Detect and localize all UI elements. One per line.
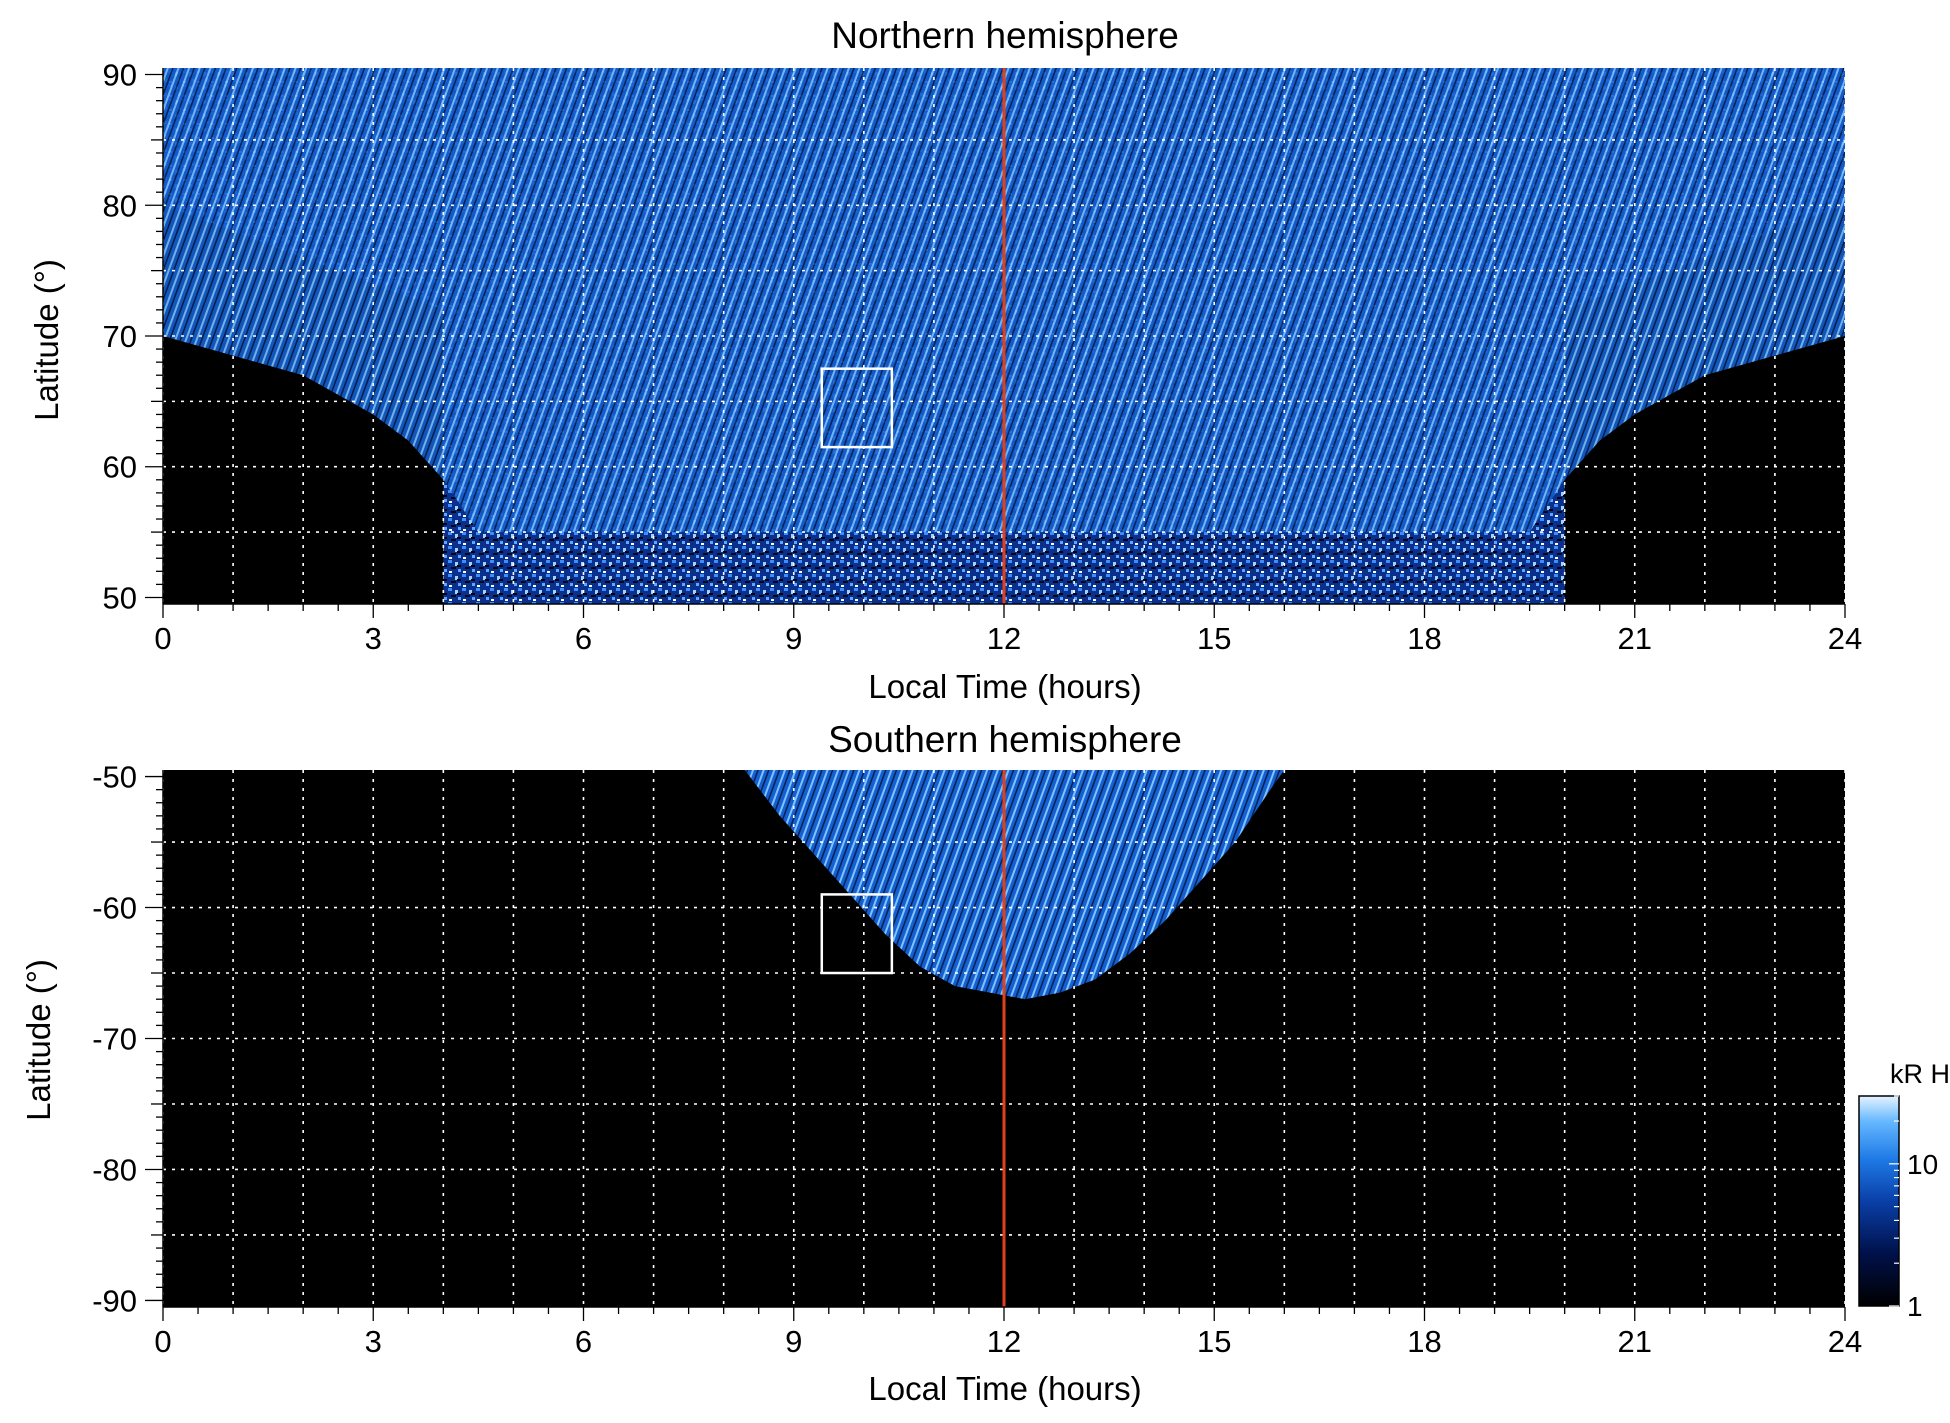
x-tick-label: 3: [365, 1324, 382, 1359]
x-tick-label: 6: [575, 1324, 592, 1359]
x-tick-label: 3: [365, 621, 382, 656]
x-tick-label: 12: [987, 1324, 1021, 1359]
x-tick-label: 24: [1828, 621, 1862, 656]
x-tick-label: 0: [154, 1324, 171, 1359]
y-tick-label: 50: [103, 580, 137, 615]
northern-y-ticks: 50 60 70 80 90: [103, 58, 164, 615]
southern-region-box: [820, 893, 894, 975]
southern-panel: Southern hemisphere 0 3 6 9 12 15 18 21 24 -50 -6…: [20, 719, 1862, 1407]
northern-grid: [163, 68, 1845, 604]
southern-ylabel: Latitude (°): [20, 959, 57, 1121]
x-tick-label: 0: [154, 621, 171, 656]
southern-xlabel: Local Time (hours): [868, 1370, 1141, 1407]
northern-panel: Northern hemisphere 0 3 6 9 12 15 18 21 24 50 60 7…: [28, 15, 1862, 705]
southern-x-ticks: 0 3 6 9 12 15 18 21 24: [154, 1306, 1862, 1359]
y-tick-label: -50: [92, 760, 137, 795]
x-tick-label: 9: [785, 1324, 802, 1359]
colorbar: kR H₂ 10 1: [1858, 1059, 1950, 1322]
southern-auroral-coverage: [744, 770, 1285, 1000]
x-tick-label: 15: [1197, 621, 1231, 656]
northern-ylabel: Latitude (°): [28, 259, 65, 421]
colorbar-ticks: 10 1: [1889, 1095, 1938, 1322]
colorbar-tick-label: 1: [1907, 1291, 1923, 1322]
northern-x-ticks: 0 3 6 9 12 15 18 21 24: [154, 603, 1862, 656]
southern-title: Southern hemisphere: [828, 719, 1182, 760]
x-tick-label: 21: [1618, 621, 1652, 656]
y-tick-label: -60: [92, 891, 137, 926]
y-tick-label: 60: [103, 450, 137, 485]
x-tick-label: 21: [1618, 1324, 1652, 1359]
x-tick-label: 6: [575, 621, 592, 656]
northern-title: Northern hemisphere: [831, 15, 1179, 56]
y-tick-label: -70: [92, 1022, 137, 1057]
northern-xlabel: Local Time (hours): [868, 668, 1141, 705]
northern-region-box: [820, 367, 894, 449]
y-tick-label: -90: [92, 1283, 137, 1318]
colorbar-title: kR H₂: [1890, 1059, 1950, 1089]
x-tick-label: 18: [1407, 1324, 1441, 1359]
southern-grid: [163, 770, 1845, 1307]
y-tick-label: 90: [103, 58, 137, 93]
southern-y-ticks: -50 -60 -70 -80 -90: [92, 760, 164, 1318]
y-tick-label: -80: [92, 1152, 137, 1187]
x-tick-label: 9: [785, 621, 802, 656]
x-tick-label: 18: [1407, 621, 1441, 656]
x-tick-label: 24: [1828, 1324, 1862, 1359]
x-tick-label: 15: [1197, 1324, 1231, 1359]
y-tick-label: 70: [103, 319, 137, 354]
y-tick-label: 80: [103, 188, 137, 223]
colorbar-gradient: [1858, 1095, 1900, 1307]
colorbar-tick-label: 10: [1907, 1149, 1938, 1180]
x-tick-label: 12: [987, 621, 1021, 656]
